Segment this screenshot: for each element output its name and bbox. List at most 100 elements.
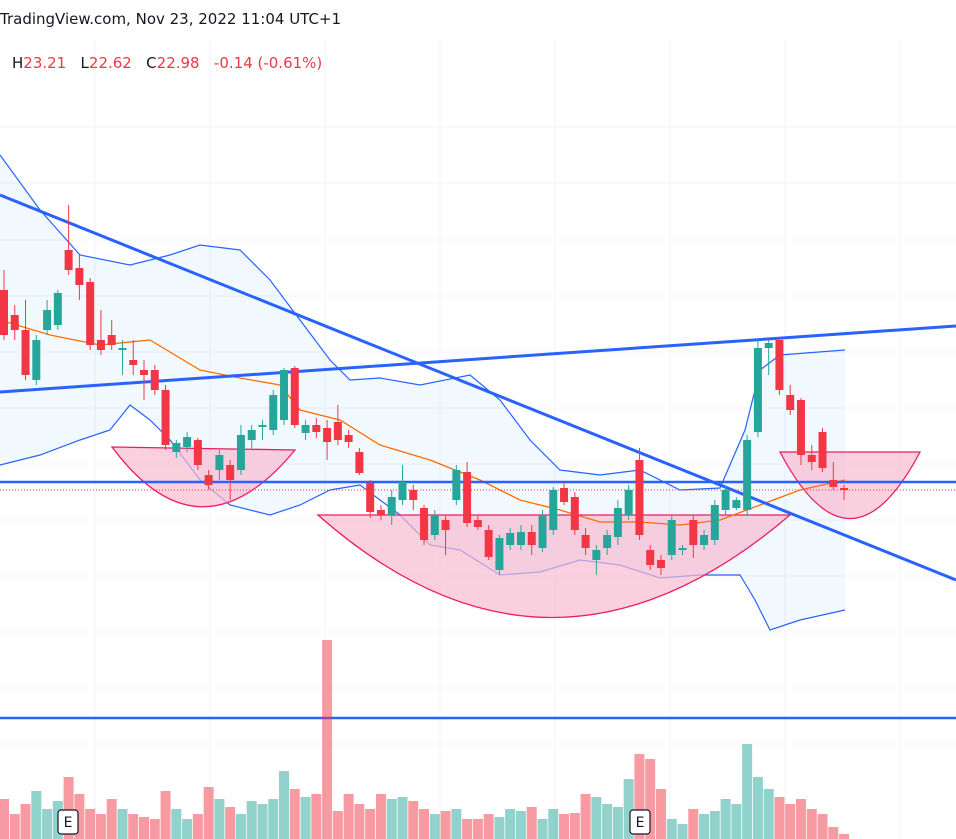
candle-body bbox=[140, 370, 149, 375]
high-label: H bbox=[12, 54, 24, 72]
volume-bar bbox=[795, 799, 806, 839]
candle-body bbox=[247, 430, 256, 440]
volume-bar bbox=[203, 787, 214, 839]
candle-body bbox=[0, 290, 8, 335]
volume-bar bbox=[182, 819, 193, 839]
candle-body bbox=[786, 395, 795, 410]
volume-bar bbox=[451, 809, 462, 839]
volume-bar bbox=[483, 814, 494, 839]
candle-body bbox=[290, 368, 299, 425]
volume-bar bbox=[408, 801, 419, 839]
volume-bar bbox=[429, 814, 440, 839]
volume-bar bbox=[279, 771, 290, 839]
candle-body bbox=[656, 560, 665, 568]
volume-bar bbox=[623, 779, 634, 839]
volume-bar bbox=[548, 809, 559, 839]
volume-bar bbox=[117, 809, 128, 839]
change-value: -0.14 (-0.61%) bbox=[213, 54, 323, 72]
candle-body bbox=[129, 360, 138, 365]
volume-bar bbox=[311, 794, 322, 839]
volume-bar bbox=[742, 744, 753, 839]
volume-bar bbox=[268, 799, 279, 839]
candle-body bbox=[215, 455, 224, 470]
candle-body bbox=[53, 293, 62, 325]
volume-bar bbox=[591, 797, 602, 839]
volume-bar bbox=[602, 804, 613, 839]
close-label: C bbox=[146, 54, 157, 72]
volume-bar bbox=[0, 799, 9, 839]
candle-body bbox=[107, 335, 116, 345]
volume-bar bbox=[106, 799, 117, 839]
event-marker: E bbox=[57, 809, 79, 835]
volume-bar bbox=[386, 799, 397, 839]
candle-body bbox=[538, 515, 547, 548]
volume-bar bbox=[9, 814, 20, 839]
candle-body bbox=[484, 530, 493, 557]
candle-body bbox=[818, 432, 827, 468]
volume-bar bbox=[20, 804, 31, 839]
volume-bar bbox=[397, 797, 408, 839]
candle-body bbox=[463, 472, 472, 523]
candle-body bbox=[527, 532, 536, 545]
volume-bar bbox=[31, 791, 42, 839]
bollinger-upper bbox=[0, 154, 846, 491]
candle-body bbox=[172, 443, 181, 452]
candle-body bbox=[118, 348, 127, 350]
candle-body bbox=[753, 348, 762, 432]
volume-bar bbox=[289, 789, 300, 839]
candle-body bbox=[495, 538, 504, 570]
candle-body bbox=[592, 550, 601, 560]
grid bbox=[0, 40, 956, 839]
candle-body bbox=[387, 497, 396, 515]
candles bbox=[0, 205, 849, 575]
trend-line bbox=[0, 193, 956, 582]
candle-body bbox=[64, 250, 73, 270]
candle-body bbox=[301, 425, 310, 433]
candle-body bbox=[150, 370, 159, 390]
candle-body bbox=[323, 428, 332, 442]
candle-body bbox=[796, 400, 805, 455]
candle-body bbox=[624, 490, 633, 515]
candle-body bbox=[452, 470, 461, 500]
candle-body bbox=[764, 343, 773, 348]
candle-body bbox=[732, 500, 741, 508]
volume-bar bbox=[494, 817, 505, 839]
candle-body bbox=[441, 520, 450, 530]
candle-body bbox=[280, 370, 289, 420]
low-value: 22.62 bbox=[88, 54, 132, 72]
candle-body bbox=[420, 508, 429, 540]
volume-bar bbox=[559, 814, 570, 839]
volume-bar bbox=[505, 809, 516, 839]
candle-body bbox=[10, 315, 19, 330]
moving-average bbox=[0, 319, 846, 526]
candle-body bbox=[473, 520, 482, 527]
volume-bar bbox=[235, 814, 246, 839]
volume-bar bbox=[731, 804, 742, 839]
volume-bar bbox=[365, 809, 376, 839]
volume-bar bbox=[375, 794, 386, 839]
volume-bar bbox=[828, 827, 839, 839]
volume-bar bbox=[139, 817, 150, 839]
volume-bar bbox=[817, 814, 828, 839]
volume-bar bbox=[63, 777, 74, 839]
low-label: L bbox=[80, 54, 89, 72]
candle-body bbox=[516, 532, 525, 545]
candle-body bbox=[560, 488, 569, 502]
volume-bar bbox=[569, 813, 580, 839]
volume-bar bbox=[257, 804, 268, 839]
volume-bar bbox=[580, 794, 591, 839]
candle-body bbox=[204, 475, 213, 485]
candle-body bbox=[21, 330, 30, 375]
volume-bar bbox=[612, 807, 623, 839]
volume-bar bbox=[763, 789, 774, 839]
volume-bar bbox=[634, 754, 645, 839]
candle-body bbox=[603, 535, 612, 548]
volume-bar bbox=[645, 759, 656, 839]
candle-body bbox=[43, 310, 52, 330]
volume-bar bbox=[472, 819, 483, 839]
candle-body bbox=[710, 505, 719, 540]
volume-bar bbox=[95, 814, 106, 839]
volume-bar bbox=[709, 811, 720, 839]
volume-bar bbox=[322, 640, 333, 839]
